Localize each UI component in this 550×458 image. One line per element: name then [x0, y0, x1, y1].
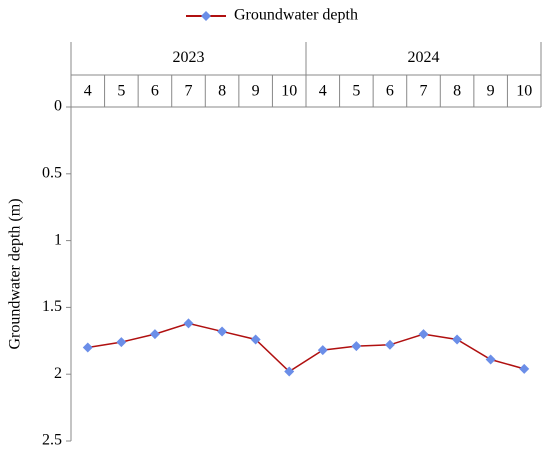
y-tick-label: 2	[54, 365, 62, 382]
y-tick-label: 1.5	[42, 298, 62, 315]
x-tick-label: 7	[185, 83, 193, 100]
x-tick-label: 5	[117, 83, 125, 100]
x-tick-label: 9	[487, 83, 495, 100]
x-tick-label: 10	[281, 83, 297, 100]
marker	[418, 329, 429, 340]
marker	[284, 366, 295, 377]
marker	[82, 342, 93, 353]
x-tick-label: 4	[84, 83, 92, 100]
x-tick-label: 6	[151, 83, 159, 100]
marker	[317, 345, 328, 356]
line	[87, 322, 525, 373]
x-tick-label: 8	[453, 83, 461, 100]
marker	[149, 329, 160, 340]
marker	[485, 354, 496, 365]
marker	[217, 326, 228, 337]
y-axis-label: Groundwater depth (m)	[7, 198, 24, 349]
y-tick-label: 0	[54, 98, 62, 115]
x-tick-label: 5	[352, 83, 360, 100]
legend-label: Groundwater depth	[234, 7, 358, 24]
legend-marker	[201, 11, 211, 21]
marker	[384, 339, 395, 350]
x-tick-label: 10	[516, 83, 532, 100]
y-tick-label: 0.5	[42, 164, 62, 181]
x-tick-label: 8	[218, 83, 226, 100]
x-tick-label: 7	[420, 83, 428, 100]
x-tick-label: 4	[319, 83, 327, 100]
x-tick-label: 6	[386, 83, 394, 100]
marker	[183, 318, 194, 329]
x-tick-label: 9	[252, 83, 260, 100]
marker	[452, 334, 463, 345]
y-tick-label: 2.5	[42, 432, 62, 449]
marker	[116, 337, 127, 348]
marker	[351, 341, 362, 352]
group-label: 2023	[173, 49, 205, 66]
group-label: 2024	[408, 49, 440, 66]
y-tick-label: 1	[54, 231, 62, 248]
marker	[250, 334, 261, 345]
marker	[519, 363, 530, 374]
